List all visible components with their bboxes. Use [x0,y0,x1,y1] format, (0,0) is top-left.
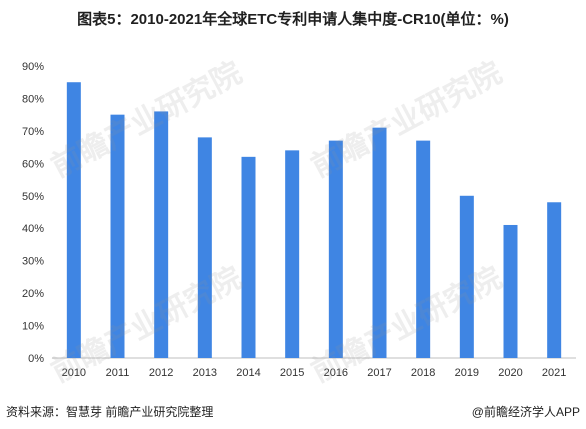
x-tick-label: 2015 [280,367,304,379]
x-tick-label: 2010 [62,367,86,379]
footer: 资料来源：智慧芽 前瞻产业研究院整理 @前瞻经济学人APP [0,403,586,421]
y-tick-label: 80% [22,93,44,105]
bar-2010 [66,82,81,358]
bar-2015 [285,150,300,358]
chart-title: 图表5：2010-2021年全球ETC专利申请人集中度-CR10(单位：%) [77,11,509,28]
x-tick-label: 2017 [367,367,391,379]
x-tick-label: 2011 [106,367,130,379]
y-tick-label: 40% [22,223,44,235]
x-tick-label: 2018 [411,367,435,379]
bar-2011 [110,114,125,359]
bar-2019 [459,195,474,358]
y-tick-label: 60% [22,158,44,170]
y-tick-label: 30% [22,256,44,268]
x-tick-label: 2021 [542,367,566,379]
copyright-note: @前瞻经济学人APP [471,405,580,419]
x-tick-label: 2020 [498,367,522,379]
source-note: 资料来源：智慧芽 前瞻产业研究院整理 [6,405,214,419]
x-tick-label: 2019 [455,367,479,379]
y-tick-label: 50% [22,191,44,203]
y-tick-label: 0% [28,353,44,365]
y-tick-label: 70% [22,126,44,138]
bar-2018 [416,140,431,358]
bar-2020 [503,224,518,358]
y-tick-label: 20% [22,288,44,300]
bar-2021 [547,202,562,358]
y-tick-label: 90% [22,61,44,73]
x-tick-label: 2013 [193,367,217,379]
x-tick-label: 2012 [149,367,173,379]
bar-2017 [372,127,387,359]
bar-2012 [154,111,169,358]
x-tick-label: 2014 [236,367,260,379]
bar-2016 [328,140,343,358]
bar-2014 [241,156,256,358]
y-tick-label: 10% [22,321,44,333]
bar-2013 [197,137,212,358]
x-tick-label: 2016 [324,367,348,379]
